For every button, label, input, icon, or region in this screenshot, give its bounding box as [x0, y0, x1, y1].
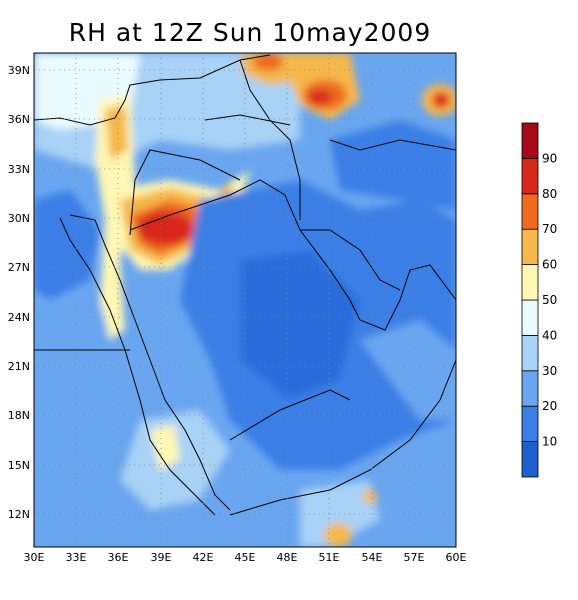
colorbar-label: 30 [542, 364, 557, 378]
colorbar-swatch [521, 193, 539, 230]
lon-tick-label: 45E [235, 551, 256, 564]
colorbar-label: 40 [542, 328, 557, 342]
colorbar: 10 20 30 40 50 60 70 80 90 [521, 122, 557, 478]
colorbar-swatch [521, 264, 539, 301]
colorbar-label: 60 [542, 258, 557, 272]
lon-axis: 30E 33E 36E 39E 42E 45E 48E 51E 54E 57E … [24, 551, 467, 564]
lon-tick-label: 30E [24, 551, 45, 564]
map-title: RH at 12Z Sun 10may2009 [68, 18, 432, 47]
lat-tick-label: 36N [8, 113, 30, 126]
grid-lines [34, 53, 456, 547]
colorbar-label: 20 [542, 399, 557, 413]
colorbar-label: 90 [542, 151, 557, 165]
colorbar-swatch [521, 157, 539, 195]
colorbar-label: 80 [542, 187, 557, 201]
colorbar-swatch [521, 405, 539, 443]
colorbar-swatch [521, 370, 539, 407]
lat-tick-label: 39N [8, 64, 30, 77]
coastlines [34, 54, 456, 516]
lat-tick-label: 30N [8, 212, 30, 225]
lon-tick-label: 42E [193, 551, 214, 564]
lat-tick-label: 15N [8, 459, 30, 472]
lon-tick-label: 33E [66, 551, 87, 564]
colorbar-swatch [521, 334, 539, 372]
lon-tick-label: 57E [404, 551, 425, 564]
map-frame [33, 52, 457, 548]
lon-tick-label: 60E [446, 551, 467, 564]
colorbar-label: 10 [542, 435, 557, 449]
lat-tick-label: 27N [8, 261, 30, 274]
lon-tick-label: 39E [151, 551, 172, 564]
colorbar-swatch [521, 441, 539, 478]
lat-tick-label: 18N [8, 409, 30, 422]
lat-axis: 39N 36N 33N 30N 27N 24N 21N 18N 15N 12N [8, 64, 30, 521]
lon-tick-label: 36E [108, 551, 129, 564]
colorbar-swatch [521, 228, 539, 265]
colorbar-swatch [521, 299, 539, 336]
lat-tick-label: 12N [8, 508, 30, 521]
lat-tick-label: 24N [8, 311, 30, 324]
lon-tick-label: 48E [277, 551, 298, 564]
lon-tick-label: 51E [319, 551, 340, 564]
lon-tick-label: 54E [362, 551, 383, 564]
colorbar-label: 50 [542, 293, 557, 307]
lat-tick-label: 33N [8, 163, 30, 176]
rh-field [34, 53, 456, 547]
lat-tick-label: 21N [8, 360, 30, 373]
colorbar-swatch [521, 122, 539, 159]
colorbar-label: 70 [542, 222, 557, 236]
